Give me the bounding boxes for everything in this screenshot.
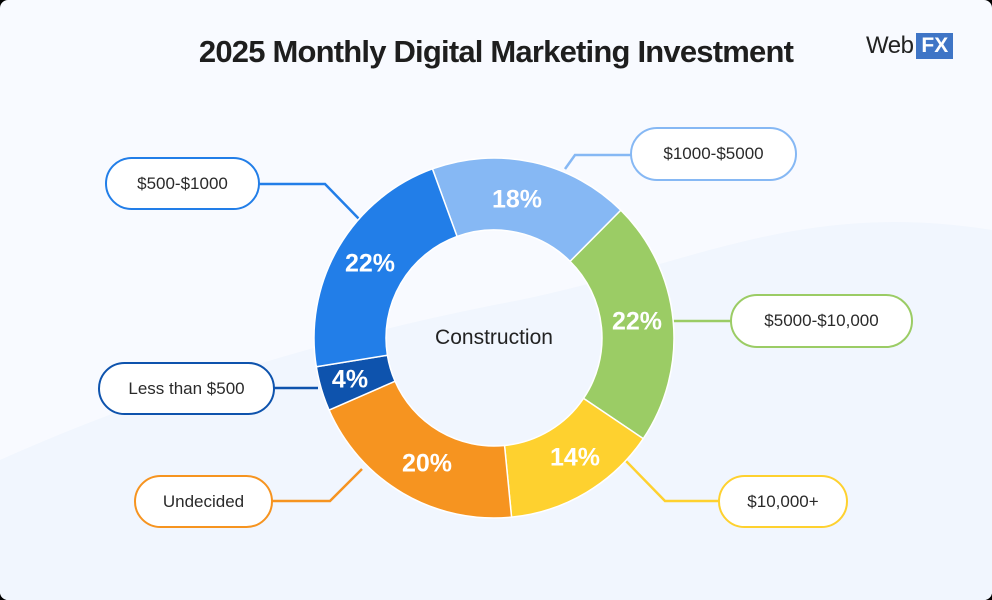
chart-title: 2025 Monthly Digital Marketing Investmen…: [198, 34, 794, 69]
connector-500-1000: [258, 182, 362, 222]
callout-5000-10000: $5000-$10,000: [730, 294, 913, 348]
webfx-logo: Web FX: [866, 32, 954, 60]
donut-segment-500-1000: [313, 168, 458, 368]
connector-10000-plus: [625, 460, 720, 503]
logo-web-text: Web: [866, 32, 914, 59]
donut-segment-5000-10000: [569, 209, 675, 440]
pct-label-less-than-500: 4%: [331, 365, 369, 394]
connector-1000-5000: [563, 153, 632, 170]
callout-10000-plus: $10,000+: [718, 475, 848, 528]
callout-undecided: Undecided: [134, 475, 273, 528]
logo-fx-badge: FX: [916, 33, 954, 59]
callout-less-than-500: Less than $500: [98, 362, 275, 415]
connector-undecided: [271, 468, 363, 503]
pct-label-10000-plus: 14%: [549, 443, 601, 472]
donut-center-label: Construction: [435, 326, 553, 349]
pct-label-1000-5000: 18%: [491, 185, 543, 214]
pct-label-undecided: 20%: [401, 449, 453, 478]
donut-segment-undecided: [328, 380, 513, 519]
callout-1000-5000: $1000-$5000: [630, 127, 797, 181]
callout-500-1000: $500-$1000: [105, 157, 260, 210]
pct-label-5000-10000: 22%: [611, 307, 663, 336]
pct-label-500-1000: 22%: [344, 249, 396, 278]
